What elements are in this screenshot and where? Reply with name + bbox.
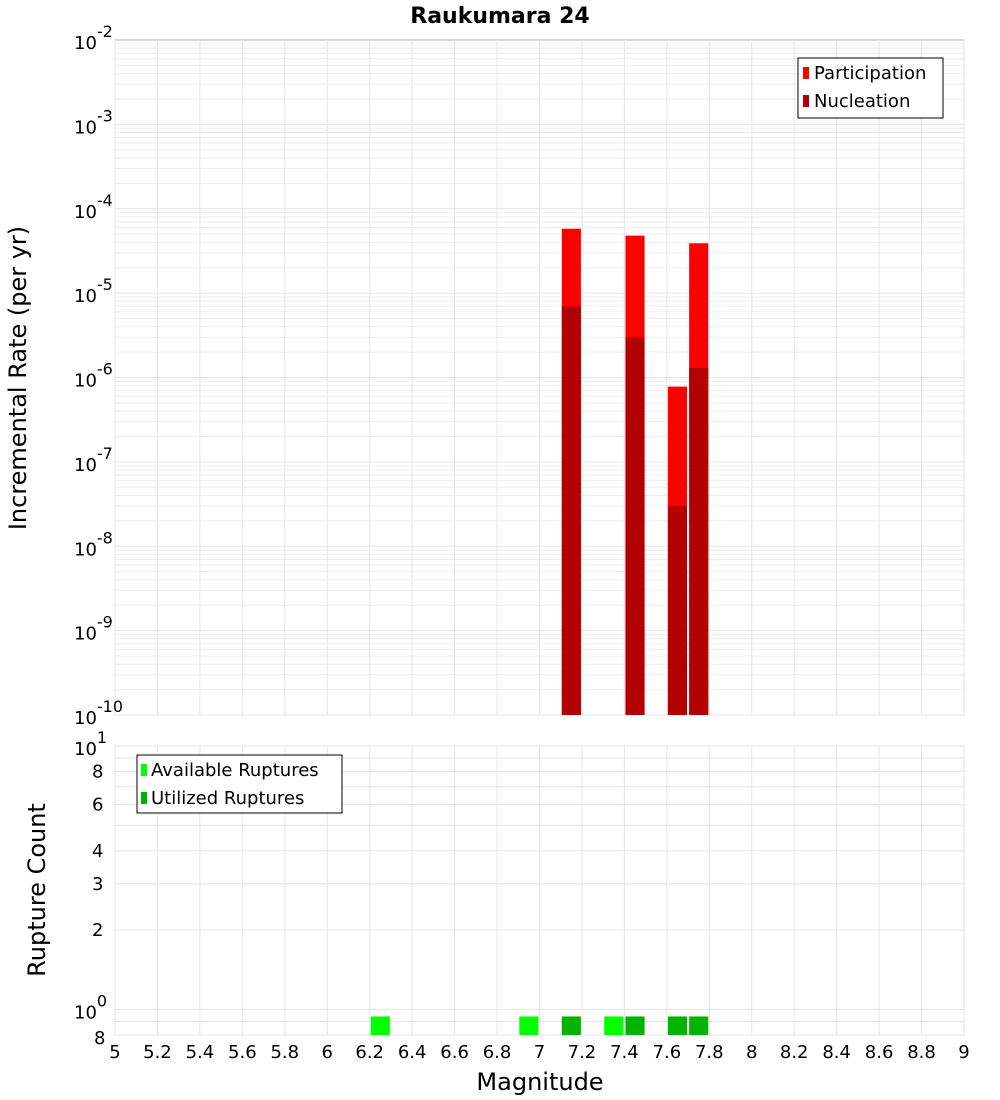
rate-plot-y-ticks: 10-10 10-9 10-8 10-7 10-6 10-5 10-4 10-3 10-2 [74, 22, 123, 729]
y-tick-label: 10-8 [74, 528, 113, 560]
y-tick-label: 10-3 [74, 106, 113, 138]
nucleation-bar [667, 505, 688, 715]
rate-plot: 10-10 10-9 10-8 10-7 10-6 10-5 10-4 10-3 10-2 In… [4, 22, 965, 729]
count-plot-legend: Available Ruptures Utilized Ruptures [136, 754, 343, 814]
x-tick-label: 7.4 [610, 1042, 639, 1063]
x-tick-label: 7 [534, 1042, 545, 1063]
x-tick-label: 6.4 [398, 1042, 427, 1063]
y-tick-label: 2 [92, 920, 103, 941]
x-tick-label: 7.2 [568, 1042, 597, 1063]
count-plot-y-axis-title: Rupture Count [23, 803, 51, 977]
y-tick-label: 10-9 [74, 613, 113, 645]
rate-plot-y-axis-title: Incremental Rate (per yr) [4, 226, 32, 530]
y-tick-label: 10-5 [74, 275, 113, 307]
y-tick-label: 3 [92, 874, 103, 895]
utilized-ruptures-bar [689, 1016, 709, 1035]
y-tick-label: 10-2 [74, 22, 113, 54]
x-tick-label: 8.8 [907, 1042, 936, 1063]
rate-plot-grid [114, 40, 965, 716]
legend-label-nucleation: Nucleation [814, 91, 910, 112]
available-ruptures-bar [370, 1016, 390, 1035]
legend-label-available-ruptures: Available Ruptures [151, 760, 319, 781]
x-tick-label: 7.6 [653, 1042, 682, 1063]
x-tick-label: 5.2 [143, 1042, 172, 1063]
rate-plot-legend-box [797, 57, 944, 119]
y-tick-label: 101 [74, 728, 107, 760]
x-tick-label: 8.2 [780, 1042, 809, 1063]
x-tick-label: 6.8 [483, 1042, 512, 1063]
nucleation-bar [561, 306, 581, 715]
nucleation-bar [689, 367, 709, 715]
x-tick-label: 5.8 [270, 1042, 299, 1063]
x-tick-label: 5 [109, 1042, 120, 1063]
x-tick-label: 6.6 [440, 1042, 469, 1063]
utilized-ruptures-bar [667, 1016, 688, 1035]
count-plot-bars [370, 1016, 709, 1035]
y-tick-label: 10-6 [74, 360, 113, 392]
x-tick-label: 8 [746, 1042, 757, 1063]
x-tick-label: 8.4 [822, 1042, 851, 1063]
x-tick-label: 7.8 [695, 1042, 724, 1063]
legend-label-utilized-ruptures: Utilized Ruptures [151, 788, 304, 809]
count-plot-grid [114, 745, 965, 1036]
utilized-ruptures-bar [561, 1016, 581, 1035]
rate-plot-legend: Participation Nucleation [797, 57, 944, 119]
chart-title: Raukumara 24 [410, 4, 589, 29]
legend-label-participation: Participation [814, 63, 926, 84]
x-tick-label: 6 [322, 1042, 333, 1063]
y-tick-label: 10-10 [74, 697, 123, 729]
count-plot-legend-box [136, 754, 343, 814]
x-axis-title: Magnitude [476, 1068, 603, 1096]
count-plot-x-ticks: 5 5.2 5.4 5.6 5.8 6 6.2 6.4 6.6 6.8 7 7.2 7.4 7.6 7.8 8… [109, 1042, 969, 1063]
y-tick-label: 10-4 [74, 191, 113, 223]
legend-swatch-utilized-ruptures [141, 792, 147, 804]
y-tick-label: 6 [92, 794, 103, 815]
y-tick-label: 8 [92, 762, 103, 783]
utilized-ruptures-bar [625, 1016, 645, 1035]
y-tick-label: 10-7 [74, 444, 113, 476]
x-tick-label: 5.4 [186, 1042, 215, 1063]
x-tick-label: 8.6 [865, 1042, 894, 1063]
available-ruptures-bar [519, 1016, 539, 1035]
legend-swatch-available-ruptures [141, 764, 147, 776]
y-tick-label: 8 [94, 1028, 105, 1049]
nucleation-bar [625, 337, 645, 715]
y-tick-label: 100 [74, 991, 107, 1023]
x-tick-label: 9 [958, 1042, 969, 1063]
x-tick-label: 5.6 [228, 1042, 257, 1063]
y-tick-label: 4 [92, 841, 103, 862]
rate-plot-bars [561, 228, 709, 716]
available-ruptures-bar [604, 1016, 624, 1035]
x-tick-label: 6.2 [355, 1042, 384, 1063]
legend-swatch-nucleation [803, 95, 809, 107]
legend-swatch-participation [803, 67, 809, 79]
